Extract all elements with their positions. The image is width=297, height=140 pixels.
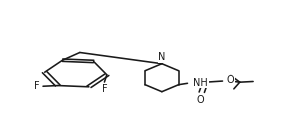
Text: NH: NH [193,78,208,88]
Text: F: F [34,81,40,91]
Text: O: O [227,75,234,85]
Text: F: F [102,84,107,94]
Text: N: N [158,52,165,62]
Text: O: O [197,95,204,105]
